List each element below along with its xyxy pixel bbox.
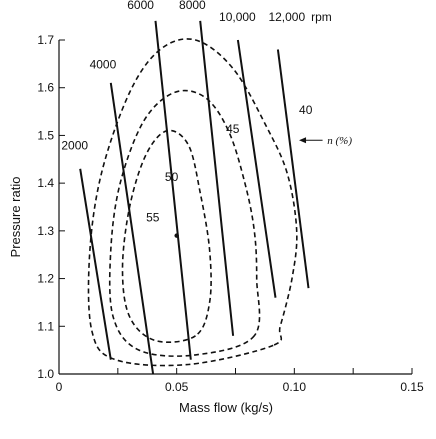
efficiency-arrow-head (299, 137, 307, 144)
speed-line-10000 (236, 39, 277, 298)
speed-label-12000: 12,000 (268, 10, 305, 24)
peak-efficiency-point (174, 233, 179, 238)
y-tick-label: 1.2 (37, 272, 54, 286)
x-tick-label: 0 (56, 380, 63, 394)
efficiency-label-45: 45 (226, 122, 240, 136)
y-axis-label: Pressure ratio (8, 177, 23, 258)
efficiency-label-55: 55 (146, 210, 160, 224)
efficiency-unit-label: n (%) (327, 135, 352, 147)
y-tick-label: 1.3 (37, 224, 54, 238)
chart-labels: 40 45 50 55 2000 4000 6000 8000 10,000 12,000 rpm n… (61, 0, 352, 238)
efficiency-contour-50 (121, 129, 212, 343)
speed-label-4000: 4000 (90, 58, 117, 72)
speed-line-12000 (276, 49, 310, 289)
speed-label-6000: 6000 (127, 0, 154, 12)
efficiency-contour-40 (87, 38, 298, 367)
y-tick-label: 1.5 (37, 128, 54, 142)
efficiency-contours (87, 38, 298, 367)
x-tick-label: 0.10 (283, 380, 307, 394)
y-tick-label: 1.4 (37, 176, 54, 190)
y-tick-label: 1.0 (37, 367, 54, 381)
speed-label-8000: 8000 (179, 0, 206, 12)
x-tick-label: 0.05 (165, 380, 189, 394)
y-tick-label: 1.6 (37, 81, 54, 95)
speed-label-2000: 2000 (61, 139, 88, 153)
speed-line-4000 (109, 82, 155, 375)
speed-lines (79, 20, 310, 375)
efficiency-label-50: 50 (165, 170, 179, 184)
efficiency-contour-45 (108, 89, 261, 357)
efficiency-label-40: 40 (299, 103, 313, 117)
x-axis-label: Mass flow (kg/s) (179, 400, 273, 415)
speed-line-8000 (199, 20, 235, 336)
speed-line-6000 (154, 20, 192, 360)
speed-label-10000: 10,000 (219, 10, 256, 24)
axes: 1.0 1.1 1.2 1.3 1.4 1.5 1.6 1.7 0 0.05 0.10 0.15 (37, 33, 424, 394)
x-tick-label: 0.15 (400, 380, 424, 394)
y-tick-label: 1.1 (37, 319, 54, 333)
y-tick-label: 1.7 (37, 33, 54, 47)
speed-unit-label: rpm (311, 10, 332, 24)
speed-line-2000 (79, 168, 112, 360)
